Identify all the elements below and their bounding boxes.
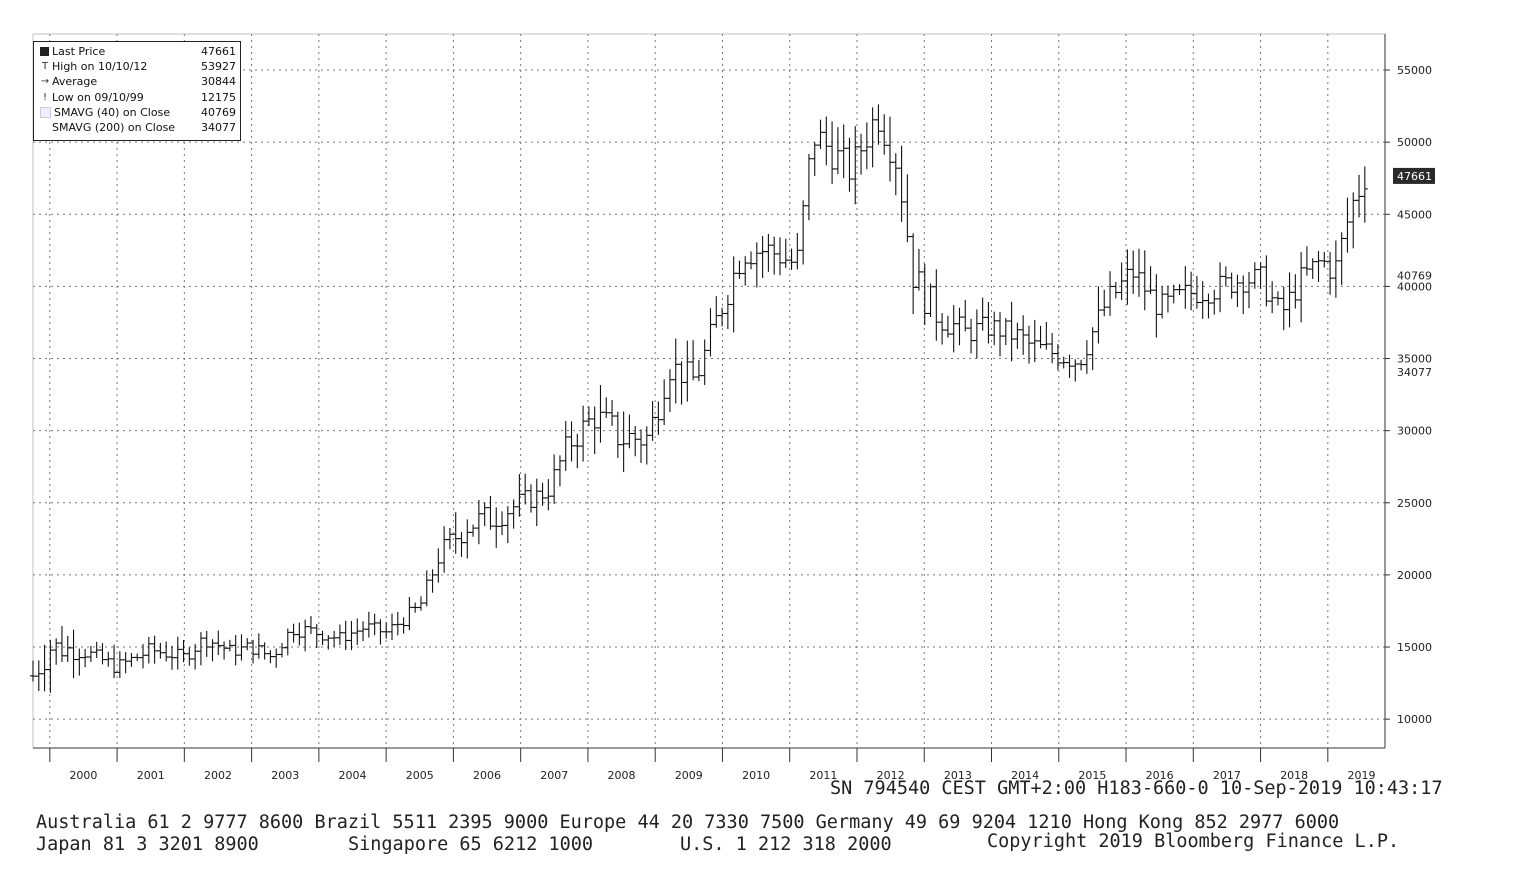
y-tick-label: 35000 xyxy=(1397,353,1432,366)
x-tick-label: 2000 xyxy=(69,769,97,782)
legend-item-smavg-200: SMAVG (200) on Close 34077 xyxy=(52,121,236,135)
price-tag-bg xyxy=(1393,363,1435,379)
y-tick-label: 20000 xyxy=(1397,569,1432,582)
x-tick-label: 2008 xyxy=(608,769,636,782)
y-tick-label: 50000 xyxy=(1397,136,1432,149)
footer-phone-numbers: Australia 61 2 9777 8600 Brazil 5511 239… xyxy=(36,812,1340,833)
x-tick-label: 2017 xyxy=(1213,769,1241,782)
y-tick-label: 10000 xyxy=(1397,713,1432,726)
x-axis: 2000 2001 2002 2003 2004 2005 2006 2007 2008 2009… xyxy=(33,747,1385,782)
footer-session-info: SN 794540 CEST GMT+2:00 H183-660-0 10-Se… xyxy=(830,778,1443,799)
legend-item-last-price: Last Price 47661 xyxy=(38,44,236,59)
x-tick-label: 2002 xyxy=(204,769,232,782)
last-price-tag-label: 47661 xyxy=(1397,170,1432,183)
x-tick-label: 2006 xyxy=(473,769,501,782)
legend-item-smavg-40: SMAVG (40) on Close 40769 xyxy=(38,105,236,120)
x-tick-label: 2018 xyxy=(1280,769,1308,782)
last-price-tag xyxy=(1393,167,1435,184)
high-marker-icon: T xyxy=(41,61,49,73)
y-tick-label: 40000 xyxy=(1397,280,1432,293)
y-tick-label: 55000 xyxy=(1397,64,1432,77)
legend-item-high: T High on 10/10/12 53927 xyxy=(38,59,236,74)
price-tag-bg xyxy=(1393,267,1435,283)
y-tick-label: 30000 xyxy=(1397,425,1432,438)
footer-copyright: Copyright 2019 Bloomberg Finance L.P. xyxy=(987,831,1400,852)
average-arrow-icon: → xyxy=(40,76,50,88)
x-tick-label: 2003 xyxy=(271,769,299,782)
footer-us-phone: U.S. 1 212 318 2000 xyxy=(680,834,892,855)
y-tick-label: 45000 xyxy=(1397,208,1432,221)
x-tick-label: 2011 xyxy=(809,769,837,782)
last-price-swatch-icon xyxy=(40,47,49,57)
smavg-40-swatch-icon xyxy=(40,106,51,118)
x-tick-label: 2016 xyxy=(1146,769,1174,782)
x-tick-label: 2015 xyxy=(1078,769,1106,782)
legend-item-average: → Average 30844 xyxy=(38,74,236,89)
x-tick-label: 2005 xyxy=(406,769,434,782)
x-tick-label: 2013 xyxy=(944,769,972,782)
footer-japan-phone: Japan 81 3 3201 8900 xyxy=(36,834,259,855)
price-tag-label: 40769 xyxy=(1397,269,1432,282)
low-marker-icon: ! xyxy=(42,91,47,103)
x-tick-label: 2010 xyxy=(742,769,770,782)
price-bars xyxy=(30,104,1368,693)
x-tick-label: 2001 xyxy=(137,769,165,782)
x-tick-label: 2009 xyxy=(675,769,703,782)
price-tag-label: 34077 xyxy=(1397,366,1432,379)
y-tick-label: 15000 xyxy=(1397,641,1432,654)
footer-singapore-phone: Singapore 65 6212 1000 xyxy=(348,834,594,855)
y-axis: 10000 15000 20000 25000 30000 35000 40000 45000… xyxy=(1384,34,1432,748)
x-tick-label: 2019 xyxy=(1347,769,1375,782)
y-tick-label: 25000 xyxy=(1397,497,1432,510)
x-tick-label: 2014 xyxy=(1011,769,1039,782)
x-tick-label: 2007 xyxy=(540,769,568,782)
x-tick-label: 2004 xyxy=(339,769,367,782)
x-tick-label: 2012 xyxy=(877,769,905,782)
price-tags: 47661 40769 34077 xyxy=(1393,167,1435,379)
legend-item-low: ! Low on 09/10/99 12175 xyxy=(38,90,236,105)
chart-legend: Last Price 47661 T High on 10/10/12 53927… xyxy=(33,41,241,141)
